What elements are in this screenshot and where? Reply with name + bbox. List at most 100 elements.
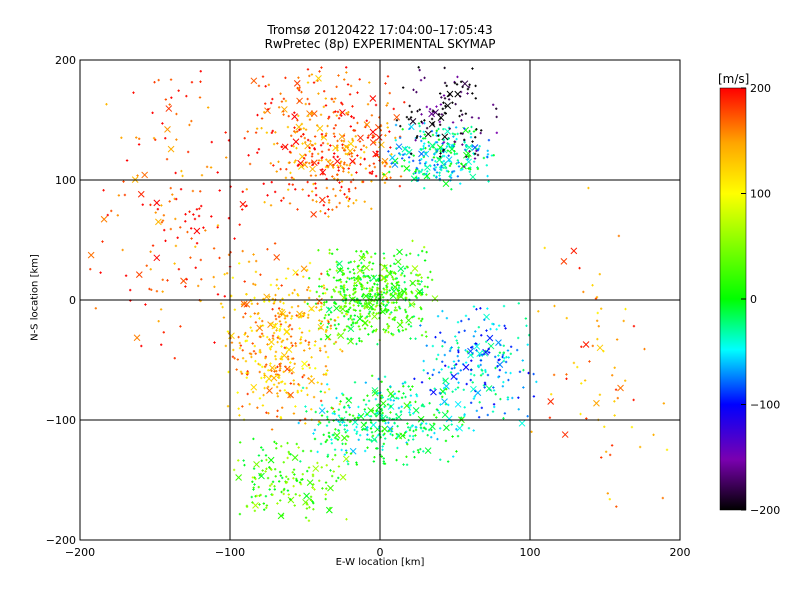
plus-marker [355,284,358,287]
plus-marker [632,398,635,402]
plus-marker [301,472,304,476]
plus-marker [356,121,359,125]
plus-marker [518,370,522,374]
plus-marker [334,453,337,457]
plus-marker [308,289,312,293]
plus-marker [344,430,347,434]
plus-marker [469,378,472,382]
colorbar-tick-label: 200 [750,82,771,95]
plus-marker [327,115,331,119]
plus-marker [400,272,404,275]
plus-marker [255,494,258,498]
cross-marker [428,120,436,128]
plus-marker [421,121,424,125]
cross-marker [268,338,275,346]
plus-marker [371,409,375,412]
plus-marker [246,335,249,338]
plus-marker [267,412,270,415]
plus-marker [370,374,374,378]
plus-marker [271,308,274,311]
plus-marker [297,114,300,118]
plus-marker [292,484,295,488]
plus-marker [395,458,398,462]
plus-marker [284,99,288,103]
plus-marker [275,442,278,445]
plus-marker [548,416,552,419]
plus-marker [475,147,478,151]
plus-marker [350,115,353,118]
plus-marker [194,266,197,269]
plus-marker [305,503,309,506]
plus-marker [320,66,323,69]
plus-marker [486,413,489,417]
cross-marker [474,389,482,397]
cross-marker [461,80,469,88]
plus-marker [616,396,620,400]
plus-marker [353,281,356,285]
plus-marker [330,438,333,441]
plus-marker [289,382,292,385]
plus-marker [278,329,281,332]
grid-lines [80,60,680,540]
plus-marker [630,425,634,429]
plus-marker [285,391,288,394]
y-tick-label: 100 [55,174,76,187]
cross-marker [278,309,286,316]
plus-marker [171,193,174,196]
plus-marker [297,99,301,103]
plus-marker [260,459,263,462]
plus-marker [453,364,456,367]
plus-marker [238,414,241,417]
plus-marker [153,81,156,84]
plus-marker [384,421,387,425]
x-axis-label: E-W location [km] [330,557,430,568]
plus-marker [359,315,362,318]
plus-marker [517,396,520,399]
plus-marker [342,272,345,275]
plus-marker [436,437,439,441]
plus-marker [420,120,423,123]
plus-marker [494,366,497,370]
plus-marker [369,414,373,418]
cross-marker [389,154,396,162]
plus-marker [237,459,240,462]
plus-marker [273,242,277,245]
plus-marker [346,429,349,432]
plus-marker [309,449,313,453]
plus-marker [408,434,412,438]
plus-marker [164,239,167,243]
plus-marker [105,103,108,106]
plus-marker [276,395,280,398]
plus-marker [464,361,468,364]
plus-marker [375,150,379,153]
plus-marker [310,375,313,378]
plus-marker [433,168,437,172]
plus-marker [474,97,477,100]
plus-marker [358,309,362,312]
plus-marker [406,422,409,425]
cross-marker [462,126,470,134]
plus-marker [474,342,477,345]
cross-marker [443,424,450,432]
plus-marker [439,155,442,158]
plus-marker [386,323,389,326]
plus-marker [362,144,366,147]
plus-marker [317,423,320,426]
plus-marker [322,105,326,109]
plus-marker [373,252,377,255]
plus-marker [299,482,303,486]
plus-marker [275,170,278,173]
plus-marker [324,481,328,484]
plus-marker [409,404,412,407]
cross-marker [617,384,624,392]
plus-marker [320,382,323,386]
plus-marker [293,473,296,476]
plus-marker [422,359,425,363]
plus-marker [406,426,410,429]
plus-marker [287,114,290,118]
plus-marker [342,406,346,409]
cross-marker [312,465,320,472]
plus-marker [409,271,413,275]
plus-marker [350,337,353,341]
plus-marker [521,359,524,362]
